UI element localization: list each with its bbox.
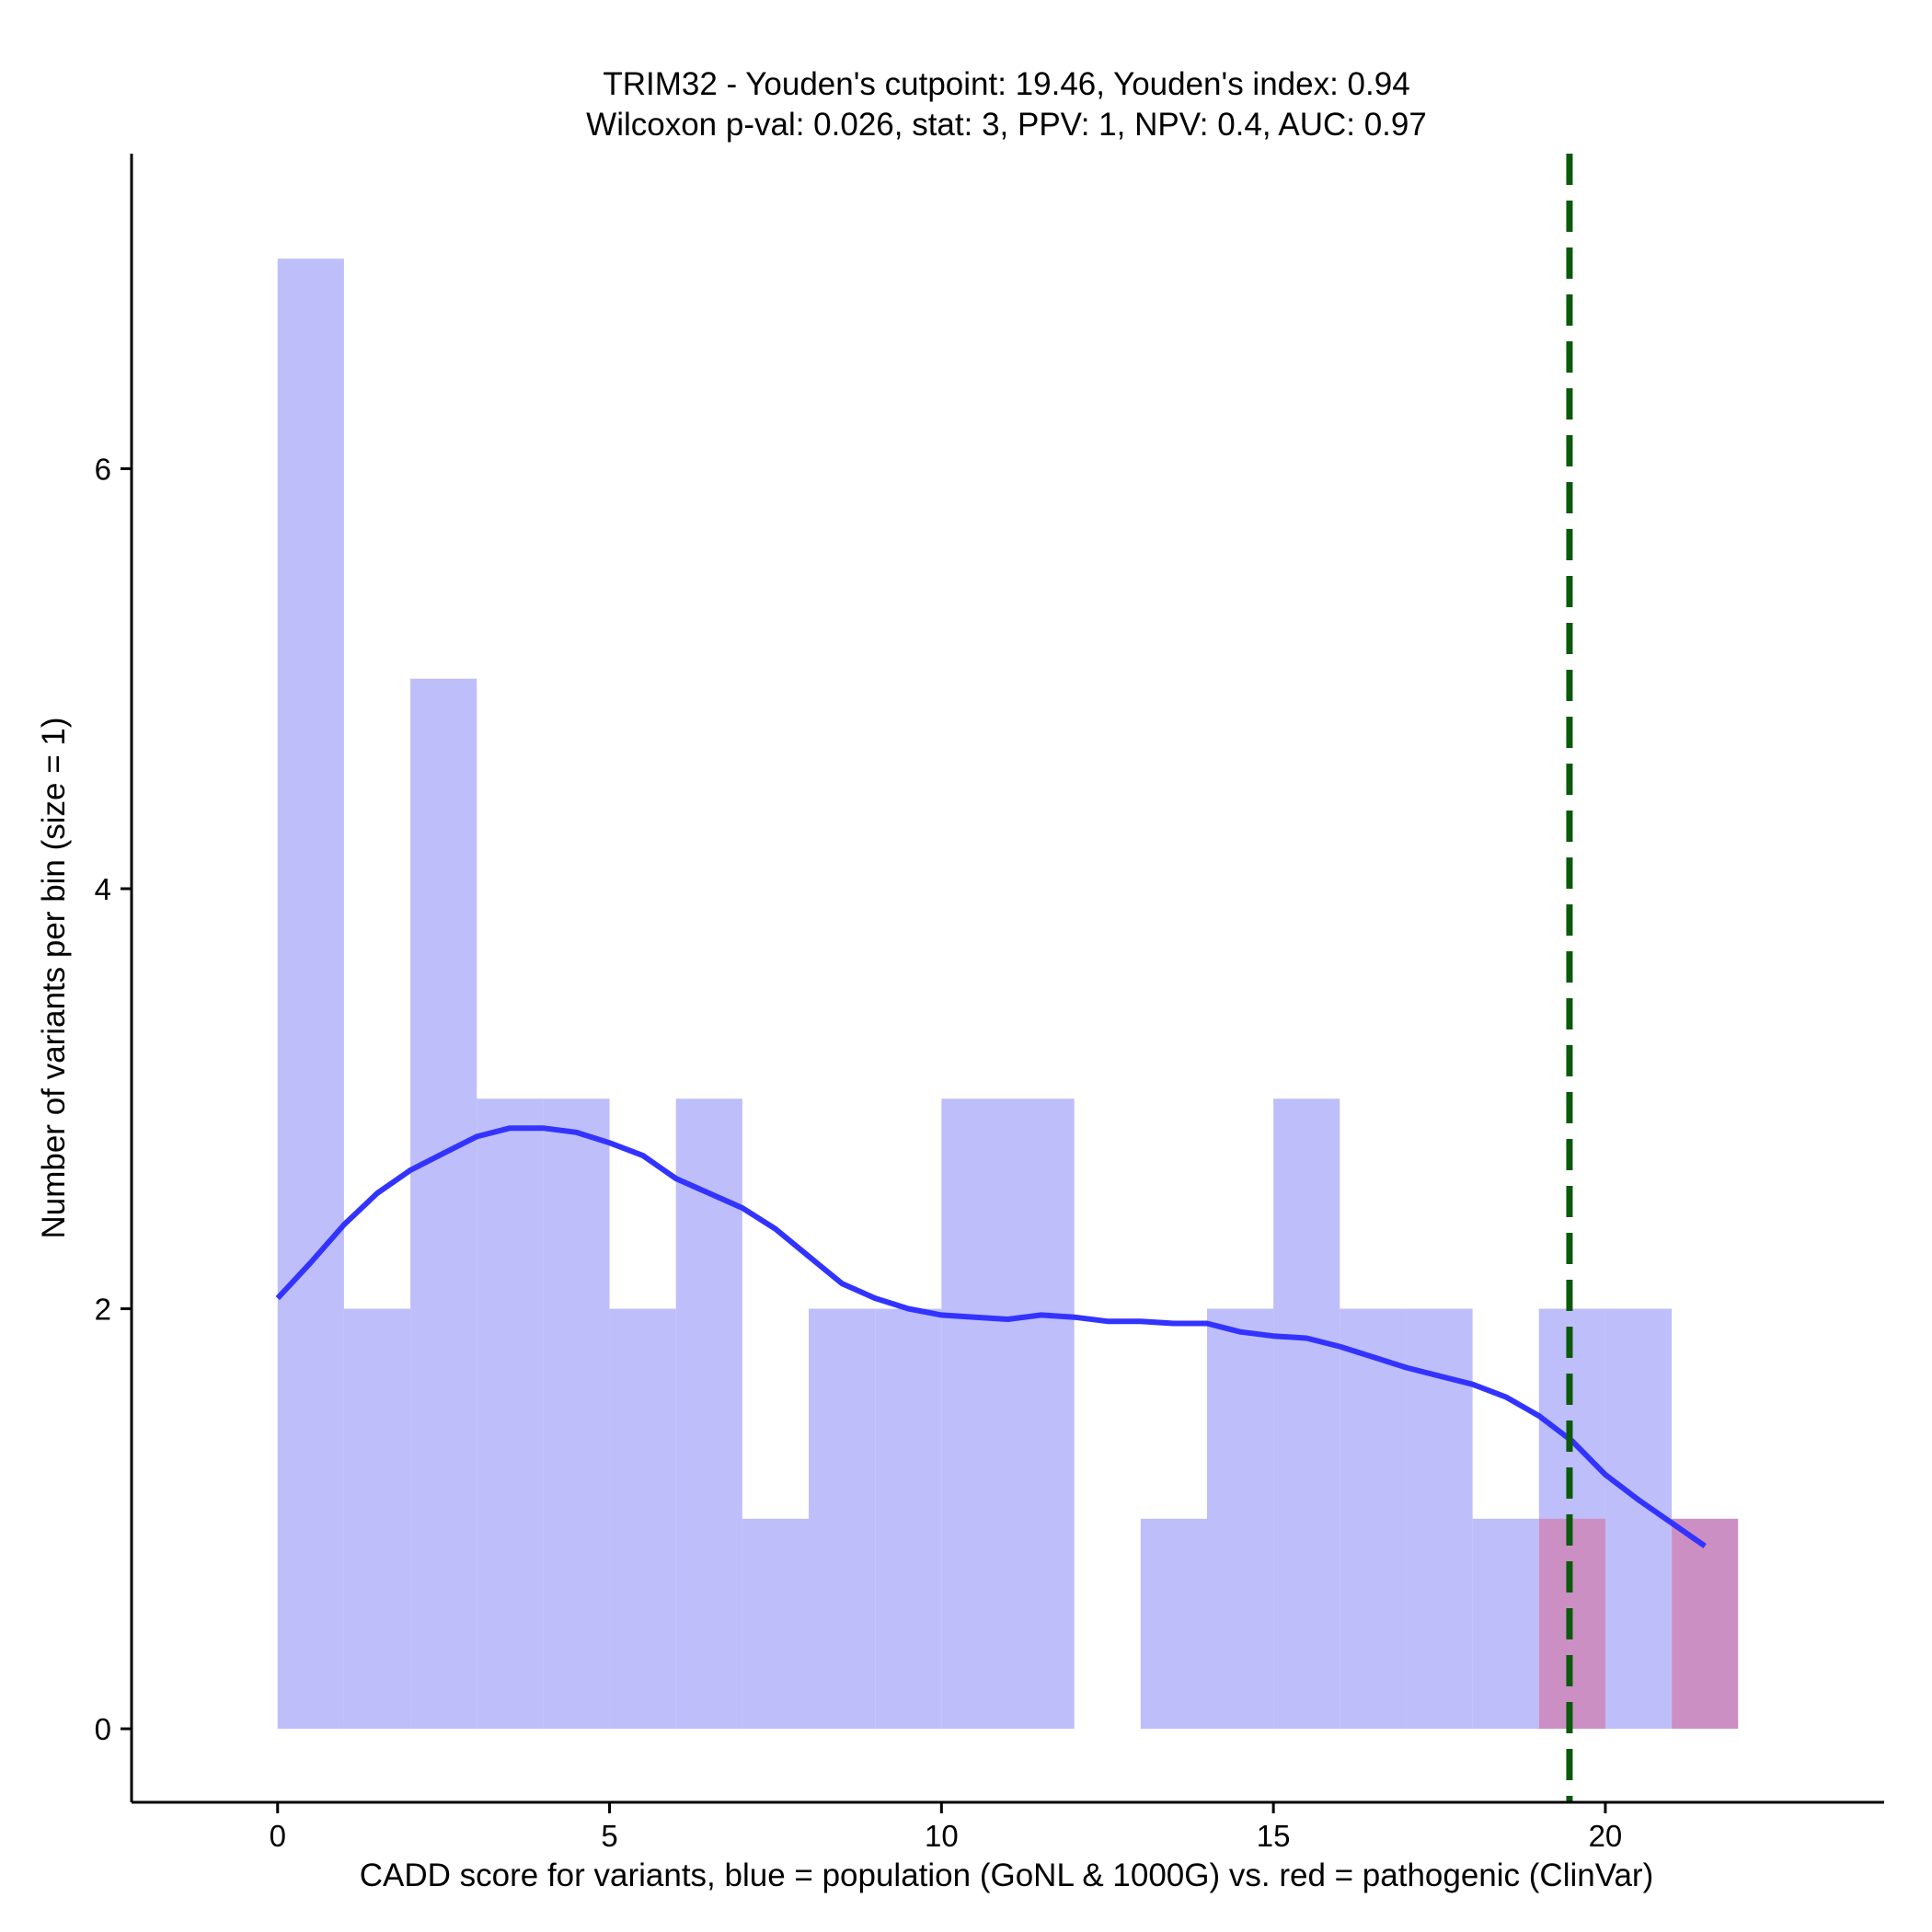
density-curve <box>275 1125 1707 1548</box>
x-tick-label-15: 15 <box>1257 1819 1291 1853</box>
y-tick-label-4: 4 <box>95 872 111 906</box>
population-bar-9 <box>875 1308 942 1730</box>
population-bar-15 <box>1273 1098 1340 1730</box>
x-tick-label-20: 20 <box>1589 1819 1623 1853</box>
population-bar-3 <box>477 1098 544 1730</box>
chart-subtitle: Wilcoxon p-val: 0.026, stat: 3, PPV: 1, … <box>586 107 1427 143</box>
population-bar-4 <box>543 1098 610 1730</box>
population-bar-0 <box>277 259 344 1730</box>
population-bar-7 <box>742 1518 810 1730</box>
population-bar-8 <box>809 1308 876 1730</box>
population-bar-18 <box>1472 1518 1539 1730</box>
x-tick-label-10: 10 <box>925 1819 959 1853</box>
population-bar-2 <box>410 678 477 1730</box>
y-tick-label-2: 2 <box>95 1293 111 1327</box>
population-bar-10 <box>941 1098 1008 1730</box>
y-ticks: 0 2 4 6 <box>95 452 132 1746</box>
x-tick-label-0: 0 <box>270 1819 286 1853</box>
y-tick-label-0: 0 <box>95 1712 111 1746</box>
y-tick-label-6: 6 <box>95 452 111 486</box>
population-bar-5 <box>609 1308 676 1730</box>
population-bar-16 <box>1340 1308 1407 1730</box>
y-axis-label: Number of variants per bin (size = 1) <box>36 717 72 1238</box>
x-tick-label-5: 5 <box>601 1819 617 1853</box>
population-bar-14 <box>1206 1308 1274 1730</box>
density-layer <box>275 1125 1707 1548</box>
population-bar-13 <box>1140 1518 1207 1730</box>
chart-title: TRIM32 - Youden's cutpoint: 19.46, Youde… <box>603 66 1409 102</box>
population-bar-1 <box>343 1308 411 1730</box>
pathogenic-bar-21 <box>1672 1518 1739 1730</box>
population-bar-20 <box>1604 1308 1673 1730</box>
population-bar-11 <box>1007 1098 1075 1730</box>
population-bars <box>277 259 1673 1730</box>
x-ticks: 0 5 10 15 20 <box>270 1802 1623 1853</box>
x-axis-label: CADD score for variants, blue = populati… <box>360 1857 1654 1893</box>
